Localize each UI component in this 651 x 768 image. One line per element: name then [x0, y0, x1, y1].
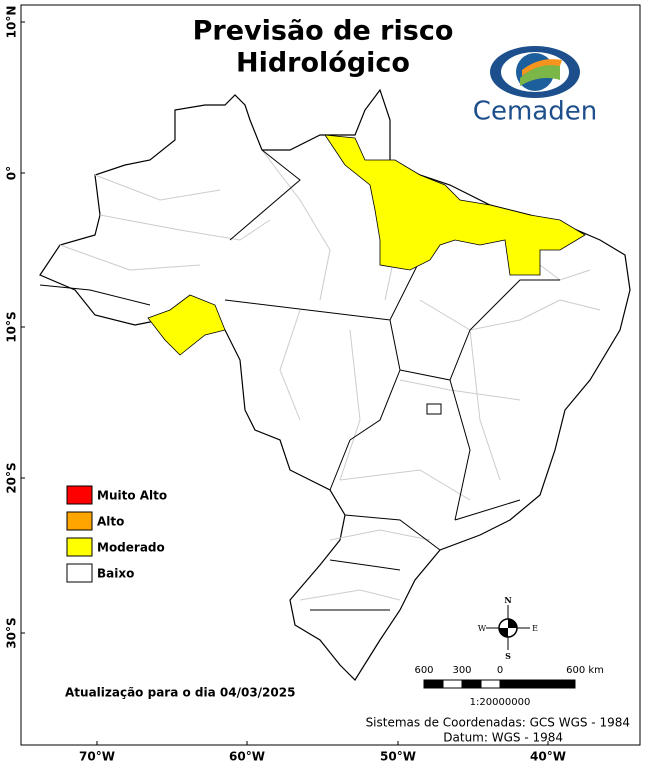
scale-label: 0	[497, 665, 503, 676]
lat-label: 10°S	[5, 311, 19, 342]
update-date: Atualização para o dia 04/03/2025	[65, 686, 295, 700]
compass-label: W	[478, 624, 487, 633]
lon-label: 40°W	[530, 750, 566, 764]
title: Previsão de risco	[193, 16, 454, 47]
logo-mark	[490, 46, 580, 98]
compass	[486, 605, 530, 650]
compass-label: N	[504, 595, 511, 605]
logo-text: Cemaden	[473, 97, 597, 127]
legend-swatch	[66, 563, 93, 583]
legend-label: Baixo	[97, 567, 134, 581]
legend-swatch	[66, 537, 93, 557]
scale-label: 300	[452, 665, 471, 676]
moderate-area	[324, 134, 586, 276]
scale-label: 600 km	[566, 665, 604, 676]
legend-label: Moderado	[97, 541, 165, 555]
scale-bar	[423, 679, 576, 689]
moderate-area	[147, 294, 226, 356]
lat-label: 10°N	[5, 6, 19, 39]
compass-label: S	[505, 651, 511, 661]
compass-label: E	[532, 624, 538, 633]
lat-label: 30°S	[5, 617, 19, 648]
legend-label: Alto	[97, 515, 124, 529]
scale-ratio: 1:20000000	[470, 697, 531, 708]
scale-label: 600	[414, 665, 433, 676]
datum: Datum: WGS - 1984	[443, 731, 563, 745]
lon-label: 60°W	[229, 750, 265, 764]
legend-swatch	[66, 485, 93, 505]
legend-swatch	[66, 511, 93, 531]
lat-label: 0°	[5, 166, 19, 180]
lon-label: 70°W	[79, 750, 115, 764]
lat-label: 20°S	[5, 462, 19, 493]
legend-label: Muito Alto	[97, 489, 167, 503]
region-borders	[39, 149, 601, 611]
crs: Sistemas de Coordenadas: GCS WGS - 1984	[366, 716, 630, 730]
title: Hidrológico	[236, 48, 410, 79]
lon-label: 50°W	[380, 750, 416, 764]
